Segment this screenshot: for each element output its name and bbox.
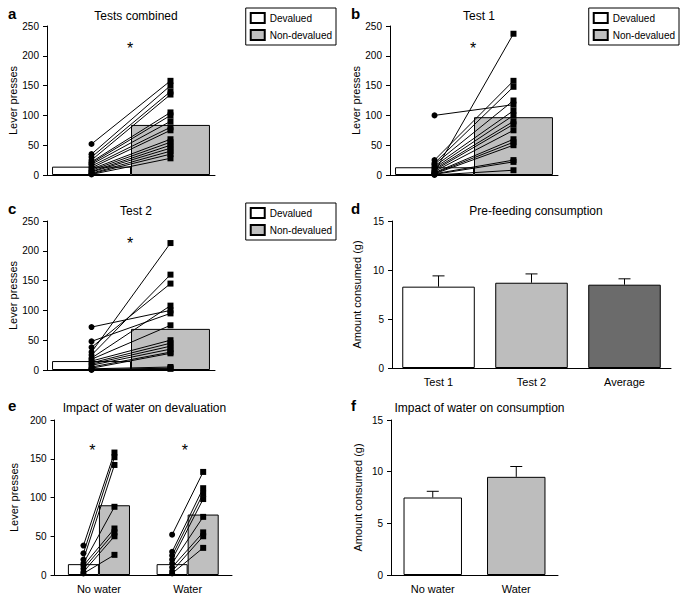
svg-text:100: 100 <box>365 110 382 121</box>
svg-text:150: 150 <box>365 80 382 91</box>
svg-text:100: 100 <box>22 305 39 316</box>
svg-text:50: 50 <box>35 531 47 542</box>
svg-text:10: 10 <box>372 466 384 477</box>
svg-text:Impact of water on consumption: Impact of water on consumption <box>394 401 564 415</box>
svg-text:Test 2: Test 2 <box>517 376 546 388</box>
svg-text:10: 10 <box>373 265 385 276</box>
svg-text:0: 0 <box>378 363 384 374</box>
svg-text:150: 150 <box>22 80 39 91</box>
svg-text:Water: Water <box>502 583 531 595</box>
svg-text:200: 200 <box>22 245 39 256</box>
svg-text:Lever presses: Lever presses <box>7 260 19 330</box>
svg-text:Lever presses: Lever presses <box>350 65 362 135</box>
svg-text:*: * <box>127 40 133 57</box>
svg-text:c: c <box>8 200 16 217</box>
svg-text:Test 1: Test 1 <box>463 9 495 23</box>
svg-text:200: 200 <box>365 50 382 61</box>
svg-text:Average: Average <box>604 376 645 388</box>
svg-text:100: 100 <box>30 492 47 503</box>
svg-text:0: 0 <box>33 170 39 181</box>
svg-text:*: * <box>470 40 476 57</box>
svg-text:250: 250 <box>365 21 382 32</box>
svg-text:150: 150 <box>30 453 47 464</box>
svg-text:250: 250 <box>22 21 39 32</box>
svg-text:*: * <box>89 442 95 459</box>
svg-text:15: 15 <box>373 216 385 227</box>
svg-text:Non-devalued: Non-devalued <box>613 30 675 41</box>
svg-text:5: 5 <box>377 518 383 529</box>
svg-text:Devalued: Devalued <box>613 13 655 24</box>
svg-text:15: 15 <box>372 415 384 426</box>
svg-text:Devalued: Devalued <box>270 13 312 24</box>
svg-text:Devalued: Devalued <box>270 208 312 219</box>
svg-text:200: 200 <box>30 415 47 426</box>
svg-text:Water: Water <box>173 583 202 595</box>
svg-text:b: b <box>351 5 360 22</box>
svg-text:Test 2: Test 2 <box>120 204 152 218</box>
svg-text:200: 200 <box>22 50 39 61</box>
svg-text:a: a <box>8 5 17 22</box>
svg-text:Amount consumed (g): Amount consumed (g) <box>352 443 364 551</box>
svg-text:Test 1: Test 1 <box>424 376 453 388</box>
svg-text:Non-devalued: Non-devalued <box>270 225 332 236</box>
svg-text:100: 100 <box>22 110 39 121</box>
svg-text:No water: No water <box>411 583 455 595</box>
svg-text:*: * <box>127 235 133 252</box>
svg-text:Lever presses: Lever presses <box>7 65 19 135</box>
svg-text:0: 0 <box>377 570 383 581</box>
svg-text:e: e <box>8 397 16 414</box>
svg-text:*: * <box>182 442 188 459</box>
svg-text:d: d <box>351 200 360 217</box>
svg-text:Impact of water on devaluation: Impact of water on devaluation <box>63 401 226 415</box>
svg-text:Pre-feeding consumption: Pre-feeding consumption <box>469 204 602 218</box>
svg-text:Lever presses: Lever presses <box>8 462 20 532</box>
svg-text:250: 250 <box>22 216 39 227</box>
svg-text:No water: No water <box>77 583 121 595</box>
svg-text:5: 5 <box>378 314 384 325</box>
svg-text:0: 0 <box>376 170 382 181</box>
svg-text:50: 50 <box>28 140 40 151</box>
svg-text:150: 150 <box>22 275 39 286</box>
svg-text:50: 50 <box>28 335 40 346</box>
svg-text:Non-devalued: Non-devalued <box>270 30 332 41</box>
svg-text:Amount consumed (g): Amount consumed (g) <box>351 240 363 348</box>
svg-text:0: 0 <box>33 365 39 376</box>
svg-text:50: 50 <box>371 140 383 151</box>
svg-text:f: f <box>351 397 357 414</box>
svg-text:0: 0 <box>41 570 47 581</box>
svg-text:Tests combined: Tests combined <box>94 9 177 23</box>
